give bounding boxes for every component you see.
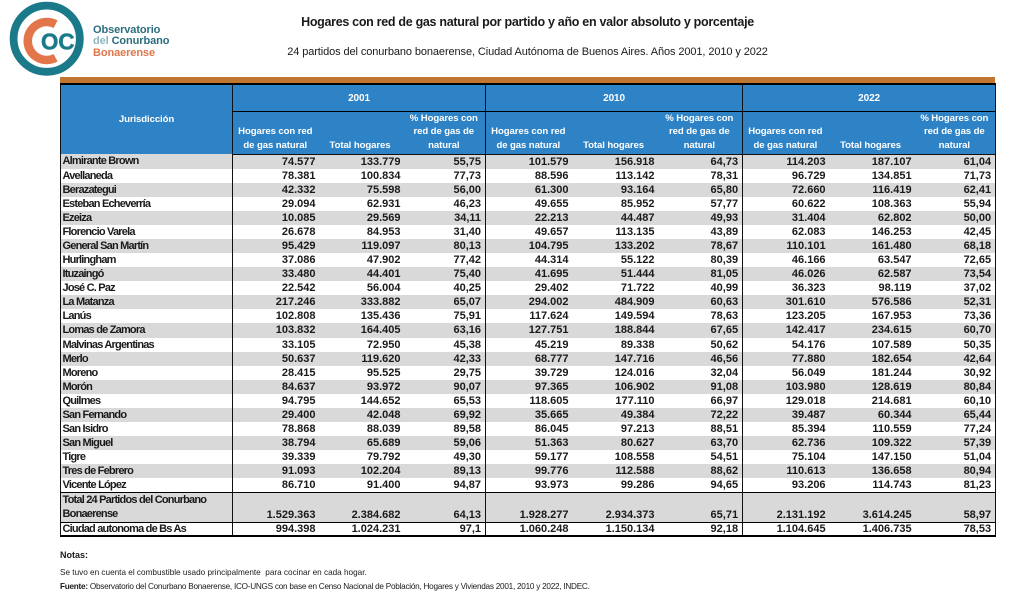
svg-text:OC: OC (41, 29, 75, 55)
